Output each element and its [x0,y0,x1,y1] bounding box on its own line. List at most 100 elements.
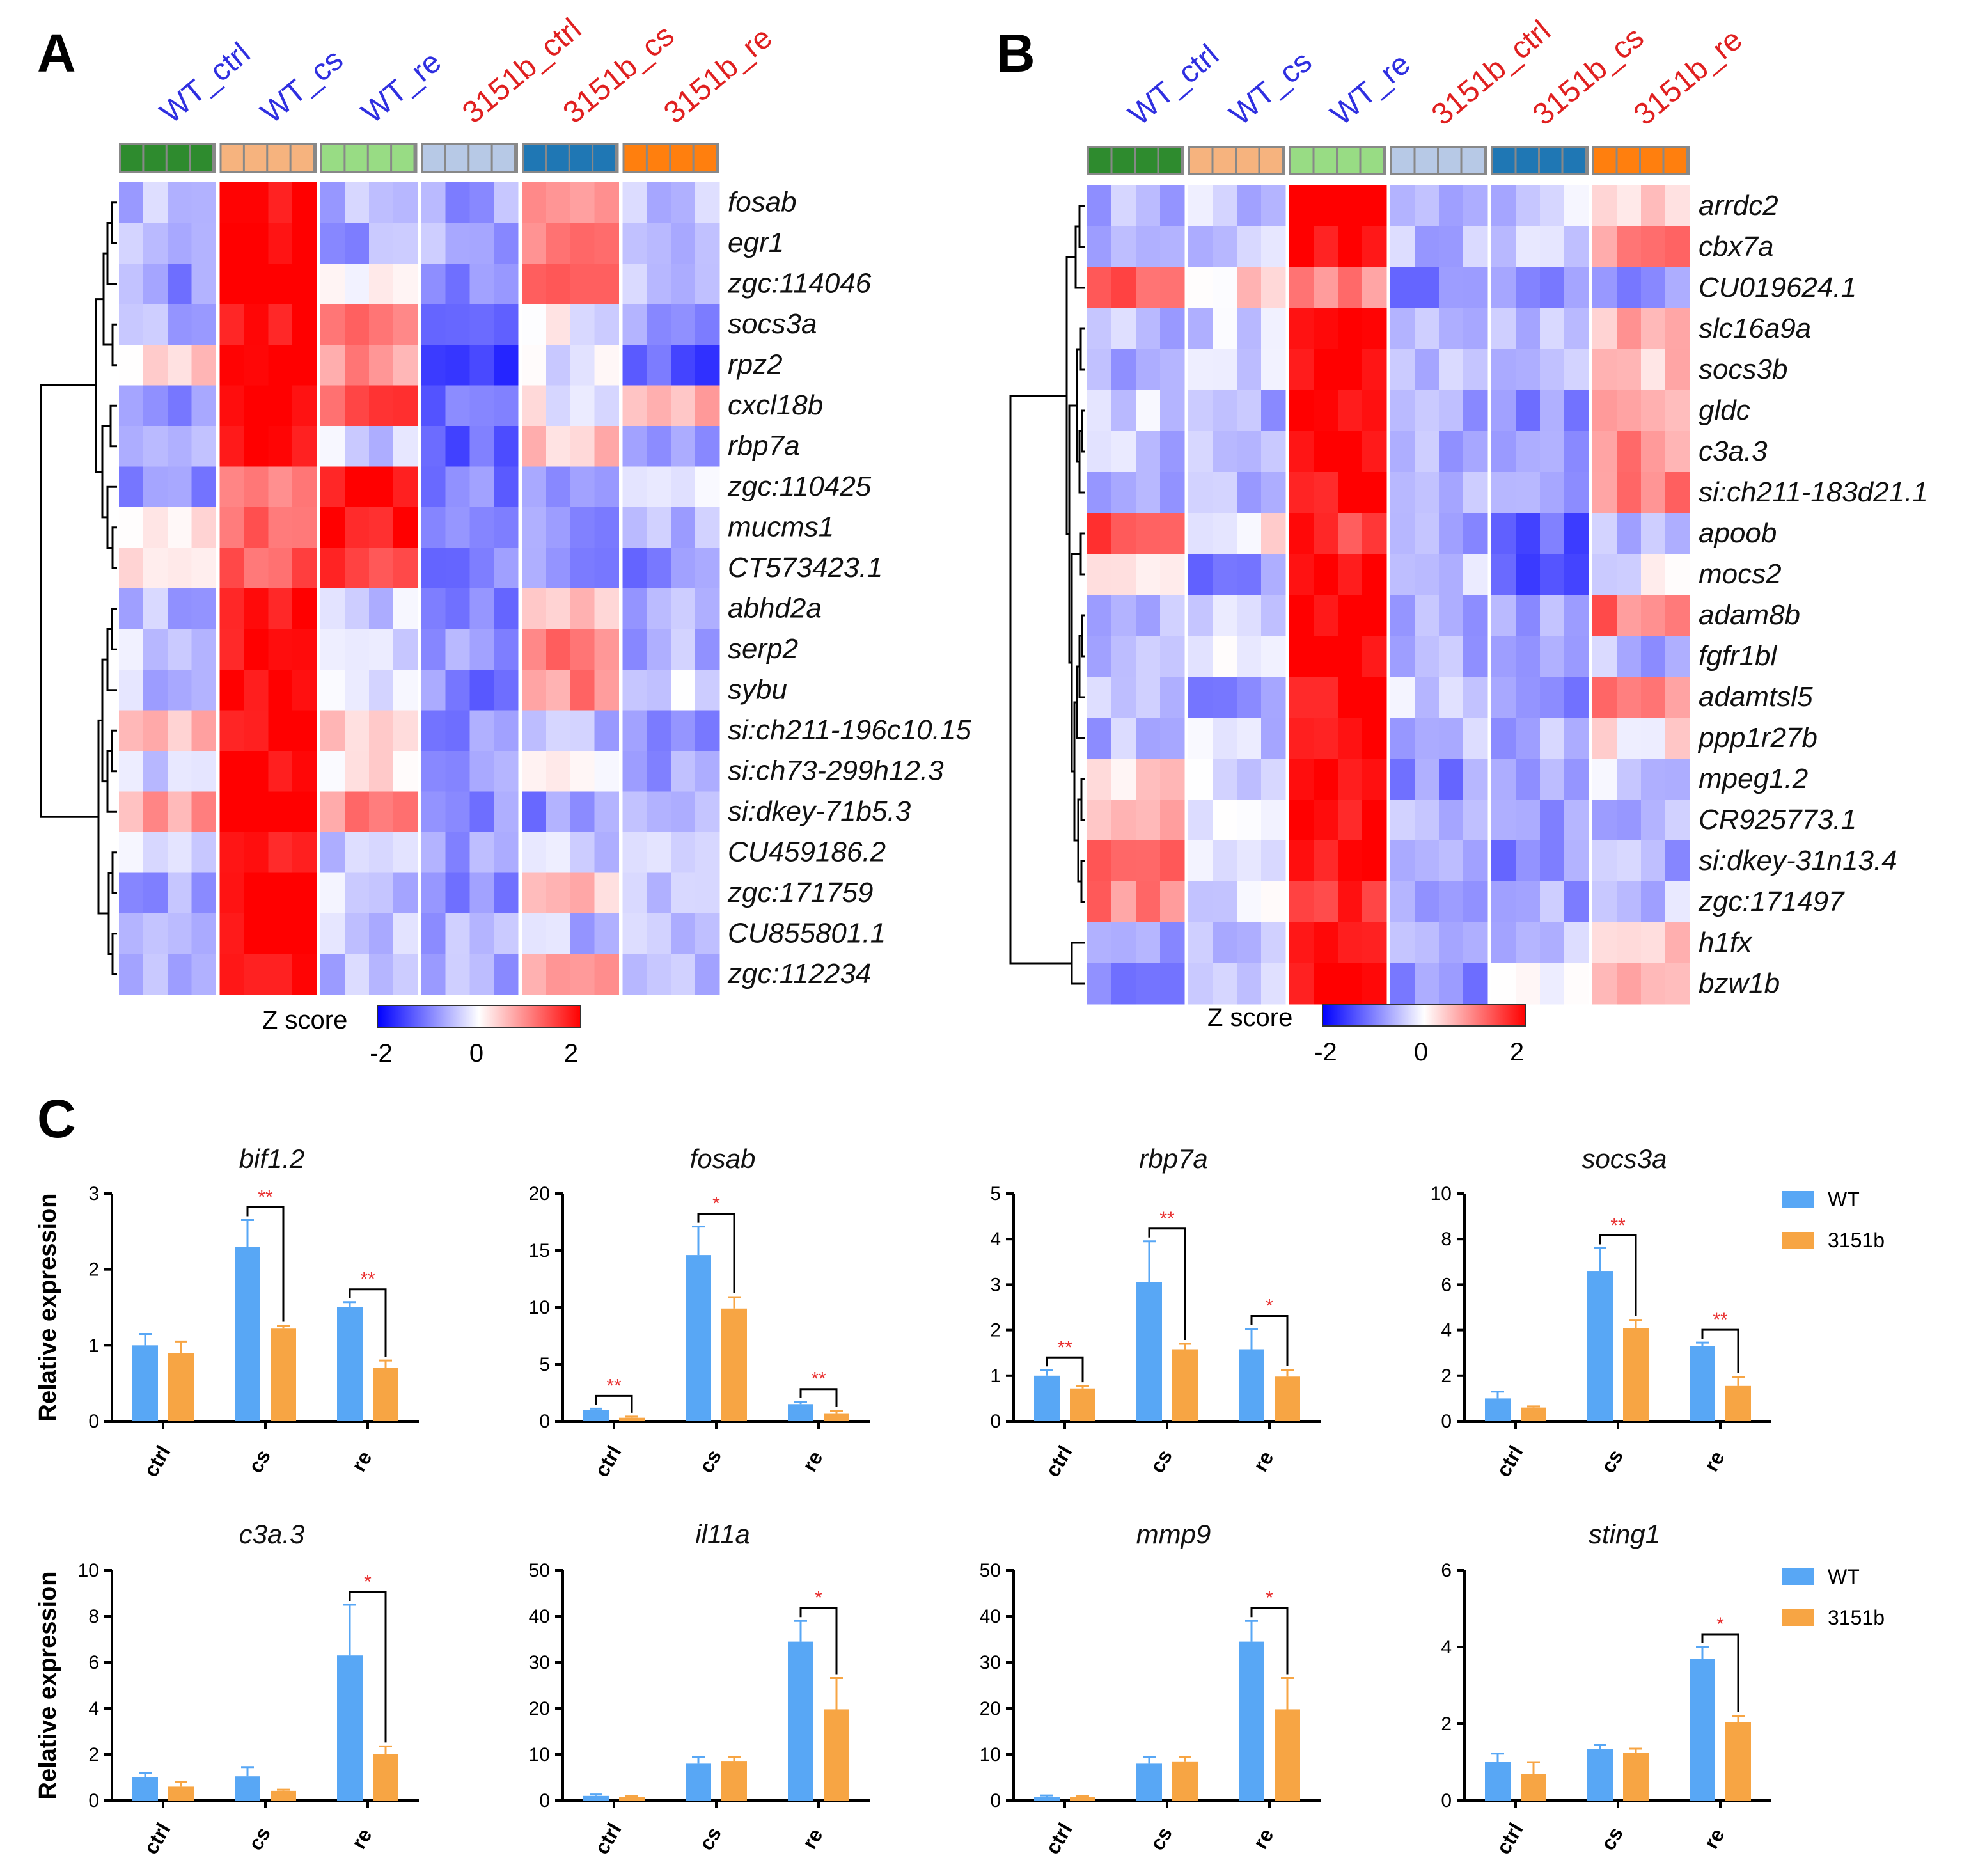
bar-chart-il11a: il11a 0 10 20 30 40 50 ctrl cs re * [529,1519,870,1858]
y-tick-label: 8 [88,1606,99,1627]
error-bar [692,1226,705,1256]
heatmap-cell [119,345,144,386]
heatmap-cell [292,872,317,914]
heatmap-cell [1564,226,1589,268]
heatmap-cell [1111,308,1136,350]
heatmap-cell [1314,800,1338,841]
heatmap-cell [1516,677,1541,718]
heatmap-cell [143,223,168,264]
heatmap-cell [1111,431,1136,473]
group-bar-swatch [1314,148,1336,173]
heatmap-cell [268,629,293,670]
y-tick-label: 15 [529,1240,550,1261]
heatmap-cell [445,832,470,873]
y-axis-label: Relative expression [35,1194,61,1422]
significance-label: ** [1610,1215,1626,1236]
heatmap-cell [167,832,192,873]
heatmap-cell [570,872,595,914]
heatmap-cell [594,872,619,914]
heatmap-cell [695,588,720,629]
legend-label-wt: WT [1828,1565,1860,1588]
heatmap-cell [143,264,168,304]
heatmap-cell [1188,226,1213,268]
heatmap-cell [594,507,619,548]
heatmap-cell [1390,431,1415,473]
heatmap-cell [421,507,446,548]
heatmap-cell [469,548,494,589]
heatmap-cell [1592,881,1617,923]
heatmap-cell [445,182,470,223]
heatmap-cell [1491,554,1516,595]
heatmap-cell [1540,922,1565,964]
heatmap-cell [1136,595,1161,636]
heatmap-cell [1665,226,1690,268]
heatmap-cell [1261,554,1286,595]
heatmap-cell [191,791,216,833]
gene-label: socs3b [1699,354,1787,385]
heatmap-cell [1516,840,1541,882]
heatmap-cell [695,670,720,711]
bar-3151b-cs [271,1790,296,1801]
gene-label: si:ch211-183d21.1 [1699,477,1928,508]
heatmap-cell [1261,226,1286,268]
group-bar-swatch [268,145,290,171]
heatmap-cell [1160,840,1185,882]
y-tick-label: 40 [980,1606,1001,1627]
heatmap-cell [622,466,647,508]
bar-3151b-cs [1623,1328,1649,1421]
heatmap-cell [1463,677,1488,718]
colorbar-b-tick: -2 [1314,1038,1337,1066]
group-bar-swatch [492,145,514,171]
heatmap-cell [119,832,144,873]
heatmap-cell [1463,267,1488,309]
heatmap-cell [1641,185,1666,227]
heatmap-cell [1087,349,1112,391]
heatmap-cell [1160,308,1185,350]
heatmap-cell [522,588,547,629]
heatmap-cell [494,466,519,508]
heatmap-cell [1261,472,1286,514]
heatmap-cell [545,629,571,670]
heatmap-cell [494,710,519,752]
heatmap-cell [622,832,647,873]
heatmap-cell [1491,472,1516,514]
heatmap-cell [622,385,647,427]
heatmap-cell [1665,349,1690,391]
x-tick-label: re [347,1824,376,1852]
legend-swatch-wt [1782,1191,1814,1208]
heatmap-cell [1564,390,1589,432]
heatmap-cell [522,345,547,386]
heatmap-cell [1516,800,1541,841]
heatmap-cell [622,264,647,304]
bar-3151b-ctrl [1070,1388,1095,1421]
heatmap-cell [1188,267,1213,309]
heatmap-cell [1540,472,1565,514]
group-bar-swatch [1190,148,1212,173]
heatmap-cell [421,223,446,264]
chart-title: sting1 [1589,1519,1660,1549]
heatmap-cell [143,507,168,548]
heatmap-cell [1237,881,1262,923]
heatmap-cell [368,872,394,914]
gene-label: serp2 [728,633,798,665]
heatmap-cell [1463,431,1488,473]
group-bar-swatch [469,145,491,171]
y-tick-label: 2 [88,1259,99,1281]
y-tick-label: 4 [88,1698,99,1719]
heatmap-cell [1564,349,1589,391]
heatmap-cell [292,954,317,995]
x-tick-label: cs [1145,1446,1177,1477]
heatmap-cell [143,426,168,467]
heatmap-cell [191,345,216,386]
heatmap-cell [1463,472,1488,514]
heatmap-cell [1362,431,1387,473]
heatmap-cell [1111,881,1136,923]
group-label: 3151b_re [657,20,778,130]
heatmap-cell [167,954,192,995]
heatmap-cell [320,507,345,548]
heatmap-cell [570,548,595,589]
heatmap-cell [244,670,269,711]
error-bar [175,1781,187,1787]
heatmap-cell [1314,595,1338,636]
